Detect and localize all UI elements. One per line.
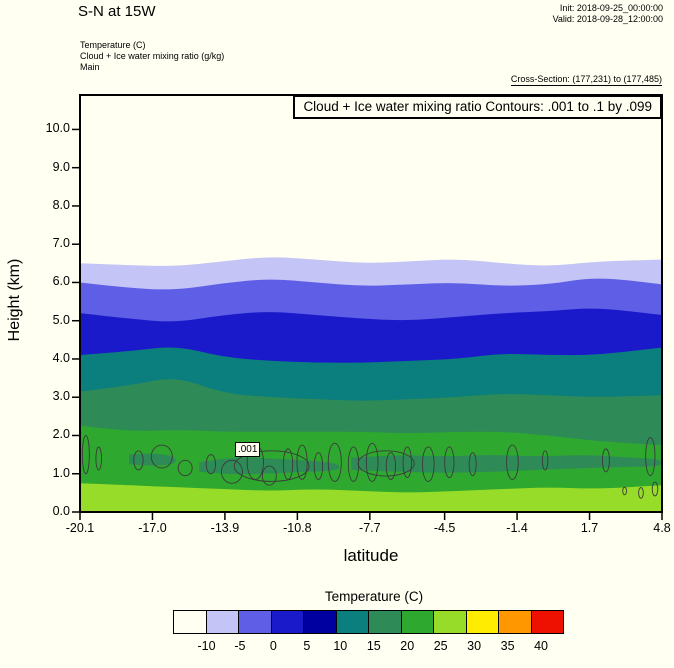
- cloud-contour-line: [95, 446, 102, 471]
- x-tick-label: -20.1: [65, 521, 95, 535]
- colorbar-cell: [205, 610, 239, 634]
- x-tick-label: -7.7: [359, 521, 381, 535]
- y-tick-label: 8.0: [52, 197, 70, 212]
- cloud-contour-line: [402, 446, 412, 479]
- cloud-contour-line: [133, 450, 144, 471]
- y-tick-label: 7.0: [52, 236, 70, 251]
- cloud-contour-line: [327, 442, 342, 482]
- colorbar-cell: [400, 610, 434, 634]
- colorbar-boundary-label: -10: [197, 639, 216, 653]
- y-tick-label: 9.0: [52, 159, 70, 174]
- cloud-contour-line: [205, 454, 217, 475]
- cloud-contour-line: [357, 450, 415, 477]
- colorbar-cell: [498, 610, 532, 634]
- y-tick-label: 6.0: [52, 274, 70, 289]
- y-tick-label: 0.0: [52, 504, 70, 518]
- page-title: S-N at 15W: [78, 3, 156, 20]
- y-axis-title: Height (km): [6, 258, 23, 342]
- cross-section-plot: [72, 94, 663, 520]
- colorbar-cell: [335, 610, 369, 634]
- y-tick-label: 3.0: [52, 389, 70, 404]
- cloud-contour-line: [651, 481, 659, 497]
- colorbar-boundary-label: 30: [467, 639, 482, 653]
- init-valid-block: Init: 2018-09-25_00:00:00 Valid: 2018-09…: [553, 3, 663, 25]
- colorbar: [173, 610, 564, 634]
- cloud-contour-line: [313, 452, 324, 480]
- cloud-contour-line: [177, 459, 193, 477]
- colorbar-cell: [465, 610, 499, 634]
- contour-value-label: .001: [234, 442, 261, 458]
- y-tick-label: 4.0: [52, 350, 70, 365]
- colorbar-boundary-label: -5: [234, 639, 246, 653]
- cloud-contour-line: [444, 446, 455, 479]
- y-tick-label: 2.0: [52, 427, 70, 442]
- init-time: Init: 2018-09-25_00:00:00: [559, 3, 663, 13]
- colorbar-boundary-label: 5: [303, 639, 311, 653]
- cloud-contour-line: [468, 452, 477, 477]
- valid-time: Valid: 2018-09-28_12:00:00: [552, 14, 663, 24]
- colorbar-boundary-label: 25: [433, 639, 448, 653]
- x-tick-label: -17.0: [138, 521, 167, 535]
- y-tick-label: 1.0: [52, 465, 70, 480]
- colorbar-title: Temperature (C): [324, 589, 424, 604]
- field-line-main: Main: [80, 62, 100, 72]
- cloud-contour-line: [233, 450, 310, 482]
- temperature-band-boundary: [80, 95, 662, 266]
- colorbar-cell: [270, 610, 304, 634]
- cloud-contour-line: [261, 465, 277, 486]
- filled-contour-layers: [80, 95, 662, 512]
- colorbar-boundary-label: 20: [400, 639, 415, 653]
- cloud-contour-line: [506, 444, 519, 480]
- y-tick-label: 5.0: [52, 312, 70, 327]
- cloud-contour-line: [365, 442, 379, 482]
- colorbar-cell: [238, 610, 272, 634]
- x-tick-label: -13.9: [210, 521, 240, 535]
- cloud-contour-line: [645, 436, 656, 477]
- cross-section-coords: Cross-Section: (177,231) to (177,485): [510, 74, 662, 86]
- colorbar-boundary-label: 15: [366, 639, 381, 653]
- cloud-contour-line: [638, 487, 644, 499]
- colorbar-boundary-label: 10: [333, 639, 348, 653]
- colorbar-cell: [303, 610, 337, 634]
- field-line-cloud-ice: Cloud + Ice water mixing ratio (g/kg): [80, 51, 225, 61]
- colorbar-cell: [433, 610, 467, 634]
- cloud-contour-line: [296, 444, 308, 480]
- field-list: Temperature (C) Cloud + Ice water mixing…: [80, 40, 224, 73]
- colorbar-cell: [368, 610, 402, 634]
- y-tick-label: 10.0: [45, 121, 70, 136]
- x-tick-label: -10.8: [283, 521, 312, 535]
- cloud-contour-line: [385, 452, 396, 480]
- contour-spec-box: Cloud + Ice water mixing ratio Contours:…: [293, 95, 662, 119]
- cloud-contour-line: [601, 448, 610, 473]
- cloud-contour-line: [150, 444, 173, 469]
- cloud-contour-line: [622, 486, 627, 496]
- x-tick-label: -4.5: [433, 521, 456, 535]
- cloud-contour-line: [541, 450, 549, 471]
- colorbar-cell: [173, 610, 207, 634]
- inversion-patch: [129, 453, 176, 466]
- x-tick-label: 1.7: [580, 521, 599, 535]
- cloud-contour-line: [220, 459, 243, 484]
- x-axis-title: latitude: [343, 546, 399, 565]
- field-line-temperature: Temperature (C): [80, 40, 146, 50]
- cloud-contour-line: [81, 435, 90, 475]
- x-tick-label: -1.4: [506, 521, 528, 535]
- cloud-contour-line: [421, 446, 435, 482]
- colorbar-cell: [530, 610, 564, 634]
- colorbar-boundary-label: 35: [500, 639, 515, 653]
- x-tick-label: 4.8: [653, 521, 671, 535]
- colorbar-boundary-label: 40: [534, 639, 548, 653]
- colorbar-boundary-label: 0: [269, 639, 277, 653]
